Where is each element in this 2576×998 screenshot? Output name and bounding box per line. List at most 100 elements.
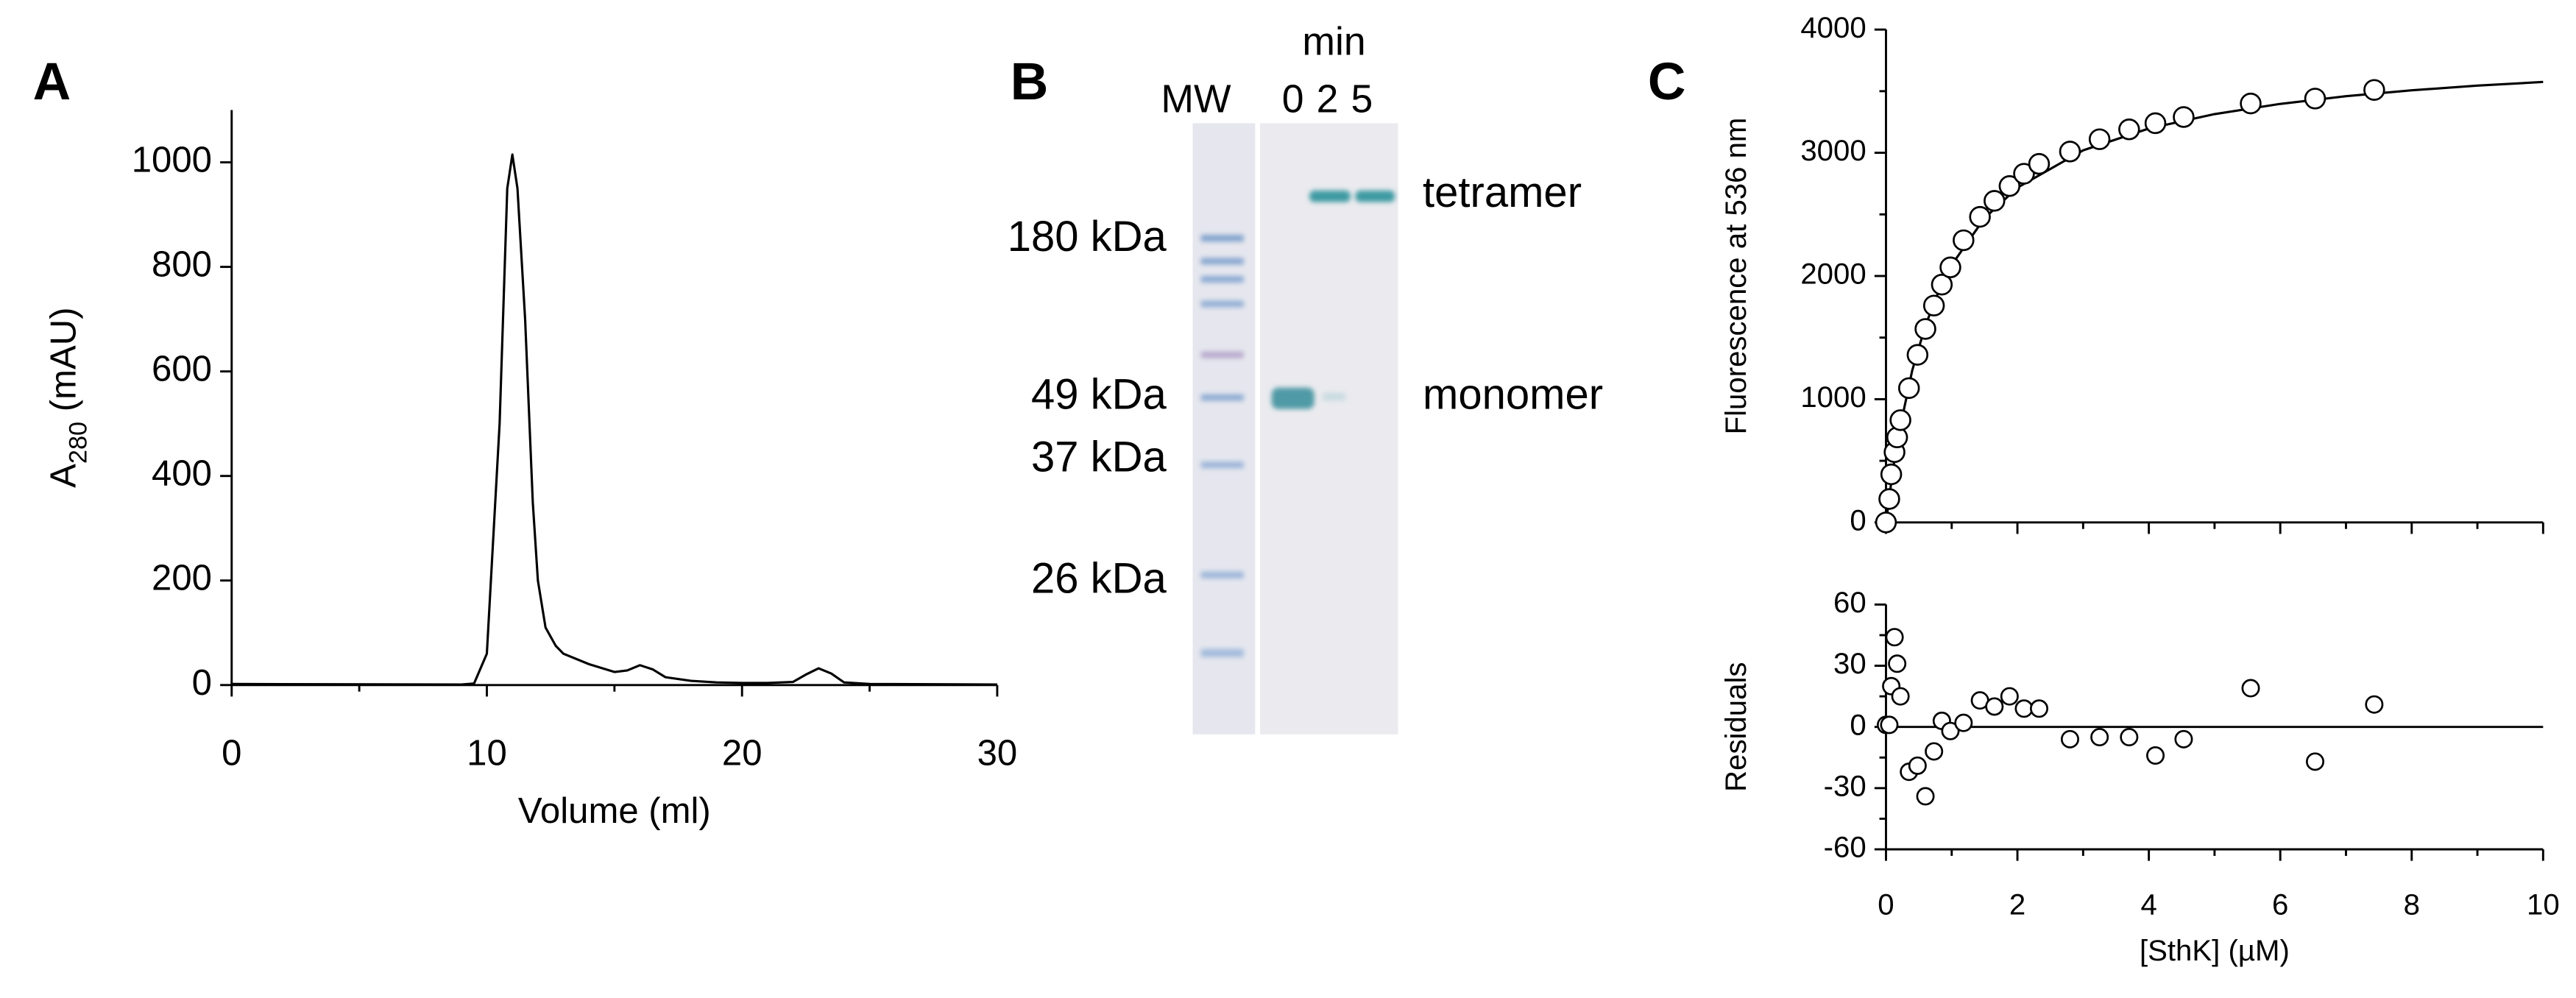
x-tick-label: 10 — [2527, 888, 2560, 921]
data-point — [2306, 752, 2325, 771]
data-point — [2304, 88, 2326, 110]
y-axis-label: Residuals — [1719, 662, 1752, 792]
data-point — [2090, 728, 2109, 747]
y-tick-label: 60 — [1833, 586, 1866, 619]
data-point — [1880, 463, 1903, 486]
y-tick-label: 0 — [1850, 708, 1866, 741]
data-point — [2241, 679, 2260, 698]
lane-label: 2 — [1317, 78, 1339, 121]
data-point — [1939, 256, 1961, 279]
data-point — [1906, 344, 1929, 366]
data-point — [2060, 729, 2079, 748]
x-tick-label: 10 — [467, 734, 507, 774]
band-label: monomer — [1423, 370, 1603, 418]
y-axis-label-part: A — [43, 464, 83, 488]
marker-label: 37 kDa — [1031, 433, 1167, 481]
panel-letter: C — [1648, 52, 1686, 111]
x-axis-label: Volume (ml) — [518, 791, 711, 831]
data-point — [1985, 697, 2004, 716]
marker-label: 180 kDa — [1008, 213, 1167, 261]
data-point — [2365, 695, 2384, 714]
band-label: tetramer — [1423, 169, 1582, 216]
lane-label: 0 — [1282, 78, 1304, 121]
data-point — [1891, 687, 1910, 706]
data-point — [2059, 141, 2081, 163]
y-axis-label-part: 280 — [64, 422, 92, 464]
data-point — [2000, 687, 2019, 706]
y-tick-label: 2000 — [1800, 258, 1866, 291]
data-point — [1954, 713, 1973, 732]
y-axis-label: A280 (mAU) — [43, 307, 92, 488]
y-tick-label: 400 — [152, 454, 212, 494]
data-point — [2146, 746, 2165, 765]
y-tick-label: -60 — [1824, 831, 1866, 864]
data-point — [2144, 112, 2167, 135]
y-tick-label: 800 — [152, 245, 212, 285]
x-axis-label: [SthK] (µM) — [2140, 934, 2290, 967]
gel-lanes — [1260, 123, 1398, 735]
data-point — [1931, 273, 1953, 296]
data-point — [1898, 377, 1920, 400]
time-label: min — [1302, 20, 1365, 63]
gel-lane-mw — [1192, 123, 1256, 735]
fit-line — [1884, 80, 2544, 523]
x-tick-label: 4 — [2140, 888, 2156, 921]
data-point — [2013, 163, 2035, 185]
data-point — [1922, 294, 1945, 316]
data-point — [1885, 628, 1904, 647]
data-point — [1984, 190, 2006, 212]
marker-label: 49 kDa — [1031, 370, 1167, 418]
data-point — [1914, 318, 1936, 340]
data-point — [1888, 654, 1907, 673]
marker-bands — [1200, 235, 1244, 657]
y-tick-label: 600 — [152, 350, 212, 389]
panel-letter: A — [33, 52, 71, 111]
data-point — [2014, 699, 2034, 718]
y-tick-label: 0 — [192, 663, 212, 703]
data-point — [1916, 787, 1935, 806]
data-point — [1908, 756, 1927, 775]
data-point — [1880, 715, 1899, 735]
data-point — [2173, 106, 2195, 128]
x-tick-label: 6 — [2272, 888, 2288, 921]
data-point — [1925, 742, 1944, 761]
data-point — [2240, 92, 2262, 115]
x-tick-label: 0 — [1878, 888, 1894, 921]
lane-label: 5 — [1351, 78, 1373, 121]
lane-label: MW — [1161, 78, 1231, 121]
y-tick-label: 1000 — [132, 141, 212, 180]
chromatogram-line — [231, 153, 997, 686]
y-axis-label: Fluorescence at 536 nm — [1719, 118, 1752, 435]
x-tick-label: 20 — [722, 734, 762, 774]
data-point — [1886, 426, 1908, 449]
x-tick-label: 8 — [2404, 888, 2420, 921]
data-point — [1941, 721, 1960, 740]
y-tick-label: 1000 — [1800, 381, 1866, 414]
panel-letter: B — [1011, 52, 1049, 111]
data-point — [2088, 128, 2111, 150]
data-point — [2028, 152, 2050, 175]
y-tick-label: 200 — [152, 559, 212, 598]
data-point — [1875, 512, 1897, 534]
y-tick-label: 3000 — [1800, 134, 1866, 167]
data-point — [1889, 409, 1911, 431]
data-point — [2363, 79, 2385, 101]
marker-label: 26 kDa — [1031, 554, 1167, 602]
data-point — [1878, 488, 1900, 510]
data-point — [2030, 699, 2049, 718]
y-axis-label-part: (mAU) — [43, 307, 83, 421]
x-tick-label: 2 — [2009, 888, 2025, 921]
data-point — [1953, 229, 1975, 252]
data-point — [1969, 205, 1991, 228]
data-point — [2174, 729, 2193, 748]
y-tick-label: 30 — [1833, 647, 1866, 680]
y-tick-label: -30 — [1824, 769, 1866, 802]
y-tick-label: 4000 — [1800, 11, 1866, 44]
sample-bands — [1271, 190, 1395, 409]
y-tick-label: 0 — [1850, 503, 1866, 537]
data-point — [1998, 175, 2021, 197]
data-point — [2120, 728, 2139, 747]
x-tick-label: 0 — [222, 734, 241, 774]
x-tick-label: 30 — [977, 734, 1018, 774]
